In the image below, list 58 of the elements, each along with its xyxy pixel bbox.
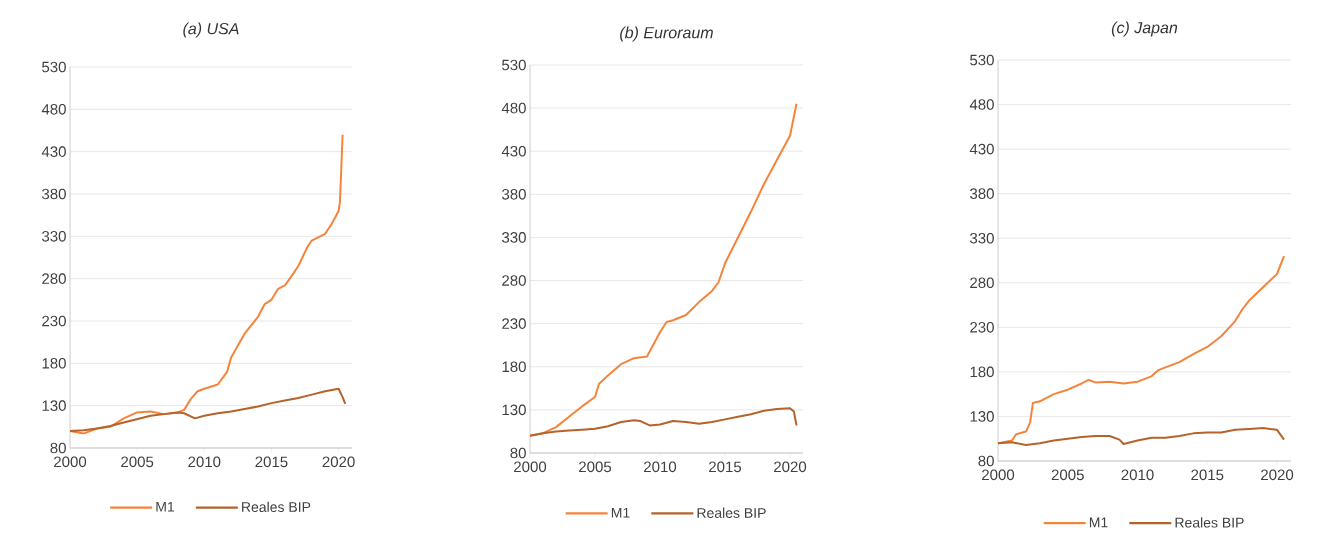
legend-label: Reales BIP — [697, 507, 766, 518]
y-tick-label: 530 — [502, 59, 526, 71]
legend-label: M1 — [156, 501, 175, 512]
x-tick-label: 2020 — [774, 461, 807, 473]
x-tick-label: 2000 — [514, 461, 547, 473]
x-tick-label: 2005 — [579, 461, 612, 473]
y-tick-label: 530 — [42, 61, 66, 73]
y-tick-label: 530 — [970, 54, 994, 66]
y-tick-label: 230 — [970, 322, 994, 333]
y-tick-label: 130 — [502, 404, 526, 416]
line-series — [530, 407, 798, 437]
y-tick-label: 80 — [978, 455, 994, 467]
x-tick-label: 2010 — [644, 461, 677, 473]
x-tick-label: 2000 — [54, 456, 87, 468]
y-tick-label: 230 — [42, 315, 66, 327]
x-tick-label: 2020 — [322, 456, 355, 468]
x-tick-label: 2015 — [709, 461, 742, 473]
y-tick-label: 280 — [502, 275, 526, 286]
line-series — [70, 133, 344, 435]
y-tick-label: 280 — [970, 277, 994, 289]
x-tick-label: 2015 — [1191, 469, 1224, 481]
y-tick-label: 180 — [970, 366, 994, 378]
y-tick-label: 480 — [41, 104, 66, 115]
chart-title: (a) USA — [183, 22, 239, 38]
y-tick-label: 180 — [502, 361, 526, 373]
y-tick-label: 430 — [501, 145, 526, 157]
y-tick-label: 80 — [50, 442, 66, 454]
y-tick-label: 180 — [42, 358, 66, 369]
x-tick-label: 2000 — [982, 469, 1015, 481]
legend-label: Reales BIP — [242, 501, 311, 512]
y-tick-label: 480 — [501, 102, 526, 114]
x-tick-label: 2005 — [1051, 469, 1084, 481]
legend-label: Reales BIP — [1175, 517, 1244, 528]
x-tick-label: 2010 — [1121, 469, 1154, 481]
chart-title: (c) Japan — [1111, 21, 1178, 37]
y-tick-label: 330 — [502, 232, 526, 243]
legend-label: M1 — [1089, 517, 1108, 528]
x-tick-label: 2005 — [121, 456, 154, 468]
x-tick-label: 2010 — [188, 456, 221, 468]
x-tick-label: 2015 — [255, 456, 288, 468]
y-tick-label: 130 — [42, 400, 66, 411]
y-tick-label: 380 — [502, 189, 526, 200]
line-series — [998, 427, 1286, 446]
y-tick-label: 80 — [510, 447, 526, 459]
y-tick-label: 380 — [970, 188, 994, 199]
y-tick-label: 430 — [969, 143, 994, 155]
y-tick-label: 280 — [42, 273, 66, 284]
y-tick-label: 230 — [502, 318, 526, 329]
y-tick-label: 480 — [969, 99, 994, 110]
y-tick-label: 330 — [42, 231, 66, 242]
line-series — [998, 255, 1286, 445]
y-tick-label: 130 — [970, 411, 994, 422]
chart-title: (b) Euroraum — [620, 26, 713, 42]
x-tick-label: 2020 — [1261, 469, 1294, 481]
y-tick-label: 380 — [42, 188, 66, 200]
y-tick-label: 430 — [41, 146, 66, 157]
legend-label: M1 — [611, 507, 630, 518]
y-tick-label: 330 — [970, 232, 994, 244]
